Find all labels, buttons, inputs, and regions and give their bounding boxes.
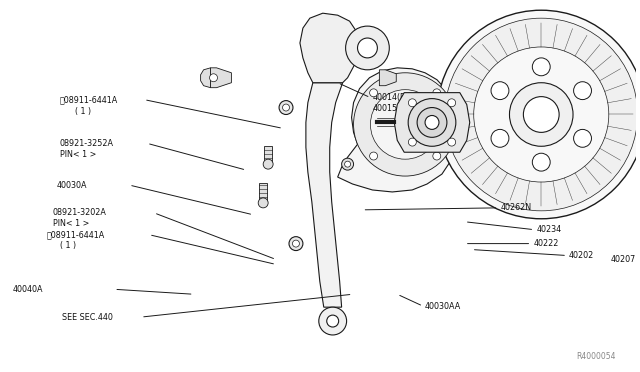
Circle shape [445,18,637,211]
Text: 40015(LH): 40015(LH) [372,104,414,113]
Text: 40262N: 40262N [500,203,532,212]
Circle shape [327,315,339,327]
Circle shape [437,10,640,219]
Text: 40207: 40207 [611,255,636,264]
Polygon shape [264,146,272,162]
Polygon shape [300,13,360,83]
Text: ⓝ08911-6441A: ⓝ08911-6441A [47,230,105,239]
Circle shape [408,99,456,146]
Circle shape [532,58,550,76]
Text: PIN< 1 >: PIN< 1 > [52,219,89,228]
Circle shape [433,89,441,97]
Circle shape [509,83,573,146]
Text: 40030AA: 40030AA [425,302,461,311]
Circle shape [477,50,606,179]
Text: 40040A: 40040A [13,285,44,294]
Circle shape [209,74,218,82]
Circle shape [353,73,457,176]
Text: SEE SEC.440: SEE SEC.440 [61,312,113,321]
Circle shape [425,115,439,129]
Circle shape [342,158,353,170]
Circle shape [292,240,300,247]
Polygon shape [394,93,470,152]
Polygon shape [259,183,267,201]
Text: 08921-3252A: 08921-3252A [60,139,113,148]
Text: ⓝ08911-6441A: ⓝ08911-6441A [60,95,118,104]
Circle shape [370,152,378,160]
Text: 40222: 40222 [533,239,559,248]
Text: 40014(RH): 40014(RH) [372,93,415,102]
Circle shape [532,153,550,171]
Polygon shape [211,68,232,88]
Circle shape [408,138,416,146]
Circle shape [346,26,389,70]
Polygon shape [380,70,396,86]
Text: PIN< 1 >: PIN< 1 > [60,150,96,159]
Text: 40202: 40202 [569,251,595,260]
Circle shape [408,99,416,107]
Polygon shape [306,83,342,307]
Circle shape [370,89,378,97]
Circle shape [491,129,509,147]
Text: 08921-3202A: 08921-3202A [52,208,106,217]
Polygon shape [200,68,211,88]
Text: R4000054: R4000054 [576,352,616,361]
Circle shape [524,97,559,132]
Circle shape [448,138,456,146]
Text: 40234: 40234 [536,225,561,234]
Text: 40030A: 40030A [56,180,87,189]
Circle shape [474,47,609,182]
Circle shape [289,237,303,251]
Circle shape [417,108,447,137]
Circle shape [319,307,347,335]
Text: ( 1 ): ( 1 ) [60,241,76,250]
Circle shape [282,104,289,111]
Circle shape [448,99,456,107]
Circle shape [263,159,273,169]
Circle shape [371,90,440,159]
Circle shape [344,161,351,167]
Circle shape [573,129,591,147]
Text: ( 1 ): ( 1 ) [76,107,92,116]
Circle shape [258,198,268,208]
Circle shape [358,38,378,58]
Circle shape [573,82,591,100]
Polygon shape [338,68,457,192]
Circle shape [433,152,441,160]
Circle shape [279,100,293,115]
Circle shape [491,82,509,100]
